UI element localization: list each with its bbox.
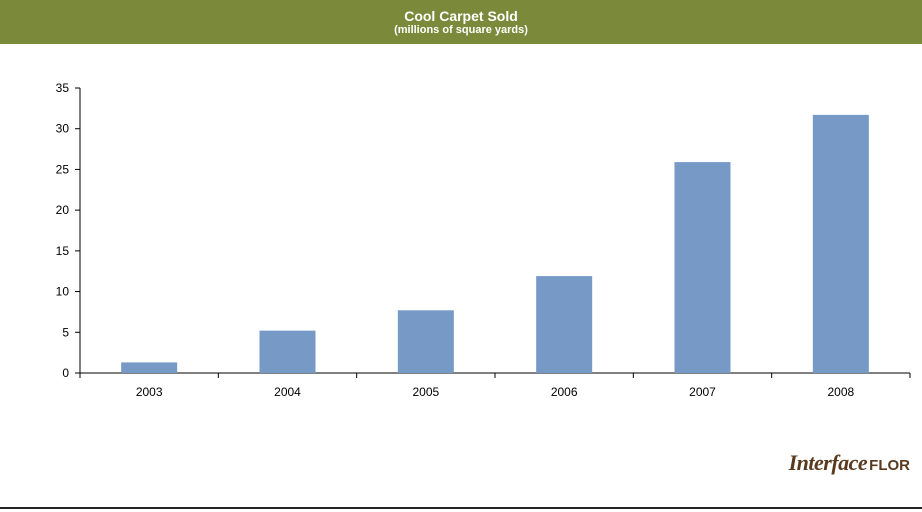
x-tick-label: 2007 — [689, 385, 716, 399]
chart-subtitle: (millions of square yards) — [394, 24, 528, 36]
bar-2003 — [121, 362, 178, 373]
x-tick-label: 2006 — [551, 385, 578, 399]
x-tick-label: 2005 — [412, 385, 439, 399]
bar-2005 — [397, 310, 454, 373]
x-tick-label: 2004 — [274, 385, 301, 399]
chart-header: Cool Carpet Sold (millions of square yar… — [0, 0, 922, 44]
chart-title: Cool Carpet Sold — [404, 8, 518, 24]
y-tick-label: 20 — [56, 203, 70, 217]
x-tick-label: 2003 — [136, 385, 163, 399]
x-tick-label: 2008 — [827, 385, 854, 399]
y-tick-label: 35 — [56, 81, 70, 95]
logo-main-text: Interface — [788, 450, 868, 475]
y-tick-label: 5 — [62, 325, 69, 339]
y-tick-label: 0 — [62, 366, 69, 380]
brand-logo: Interface FLOR — [789, 450, 910, 476]
logo-sub-text: FLOR — [869, 457, 910, 474]
bar-2006 — [536, 276, 593, 373]
y-tick-label: 30 — [56, 122, 70, 136]
y-tick-label: 25 — [56, 162, 70, 176]
bar-2007 — [674, 162, 731, 373]
bar-2004 — [259, 330, 316, 373]
bar-2008 — [812, 114, 869, 373]
y-tick-label: 15 — [56, 244, 70, 258]
y-tick-label: 10 — [56, 285, 70, 299]
bottom-divider — [0, 507, 922, 509]
